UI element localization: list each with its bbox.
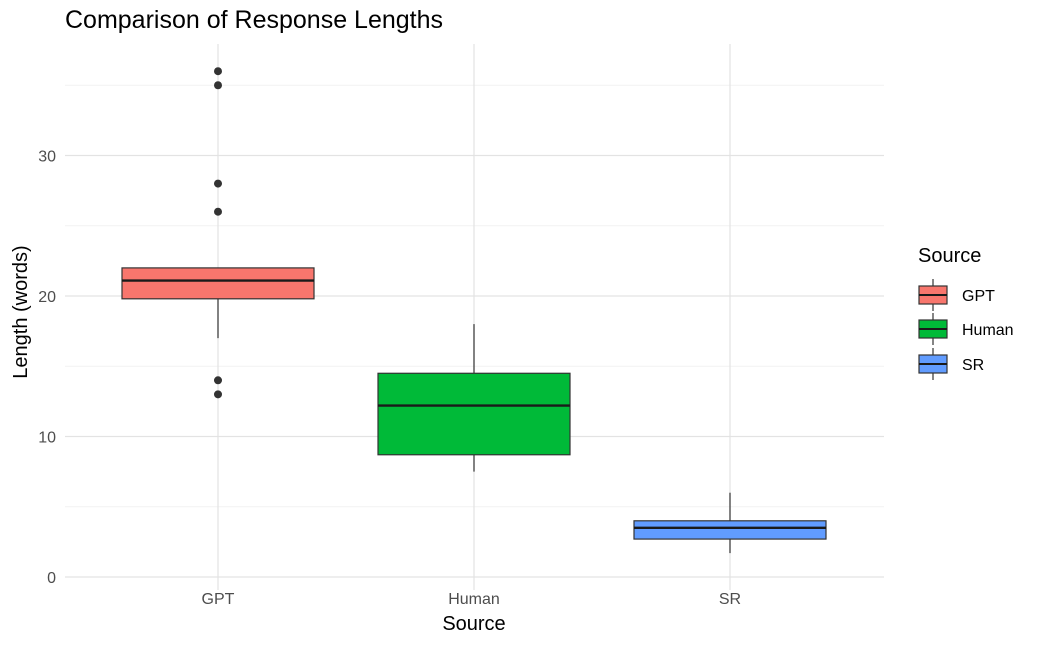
plot-grid (65, 44, 884, 590)
box-body (121, 267, 315, 300)
x-tick-label: GPT (202, 591, 235, 608)
legend-label: SR (962, 357, 984, 374)
y-tick-label: 0 (47, 570, 56, 587)
chart-title: Comparison of Response Lengths (65, 6, 443, 34)
boxes (121, 67, 827, 554)
legend-key-sr (918, 348, 948, 380)
x-axis-title: Source (442, 613, 505, 635)
y-axis-title: Length (words) (10, 245, 32, 378)
box-gpt (121, 67, 315, 399)
y-tick-label: 10 (38, 430, 56, 447)
legend: Source GPT Human SR (918, 245, 1014, 380)
outlier-point (214, 390, 222, 399)
outlier-point (214, 67, 222, 76)
legend-title: Source (918, 245, 981, 267)
box-human (377, 324, 571, 472)
outlier-point (214, 179, 222, 188)
legend-key-gpt (918, 279, 948, 311)
x-tick-label: SR (719, 591, 741, 608)
y-tick-label: 30 (38, 149, 56, 166)
y-tick-label: 20 (38, 289, 56, 306)
y-axis-tick-labels: 0 10 20 30 (38, 149, 56, 588)
outlier-point (214, 81, 222, 90)
legend-label: GPT (962, 288, 995, 305)
x-tick-label: Human (448, 591, 500, 608)
outlier-point (214, 376, 222, 385)
x-axis-tick-labels: GPT Human SR (202, 591, 742, 608)
legend-label: Human (962, 322, 1014, 339)
box-sr (633, 492, 827, 554)
legend-key-human (918, 313, 948, 345)
box-body (377, 372, 571, 456)
outlier-point (214, 207, 222, 216)
box-body (633, 520, 827, 540)
